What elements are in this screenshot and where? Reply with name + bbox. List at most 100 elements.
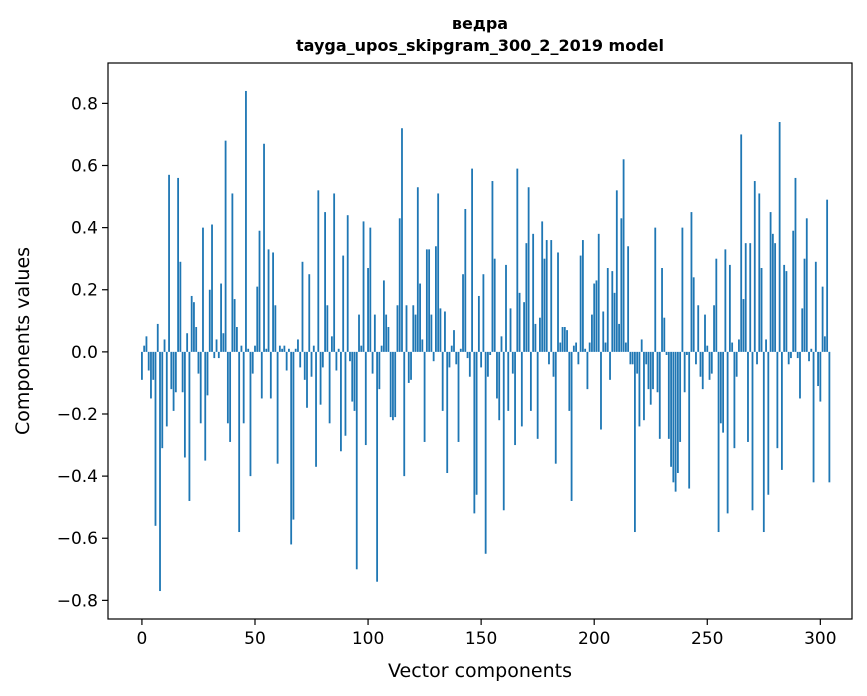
bar xyxy=(471,168,473,352)
bar xyxy=(643,351,645,421)
bar xyxy=(638,351,641,427)
bar xyxy=(602,311,605,352)
x-axis-ticks: 0 50 100 150 200 250 300 xyxy=(137,619,837,649)
bar xyxy=(676,351,679,474)
y-tick-label: −0.2 xyxy=(57,405,98,425)
bar xyxy=(701,351,704,390)
bar xyxy=(403,351,406,477)
bar xyxy=(634,351,636,533)
bar xyxy=(371,351,374,374)
bar xyxy=(762,351,765,533)
bar xyxy=(193,302,195,352)
bar xyxy=(527,187,530,352)
bar xyxy=(726,351,729,514)
bar xyxy=(428,249,431,352)
bar xyxy=(663,317,666,352)
x-tick-label: 0 xyxy=(137,629,148,649)
bar xyxy=(362,221,365,352)
bar xyxy=(796,351,799,359)
bar xyxy=(627,246,630,352)
bar xyxy=(787,351,790,365)
bar xyxy=(794,177,797,352)
bar xyxy=(665,351,668,355)
bar xyxy=(247,348,250,352)
bar xyxy=(290,351,293,545)
bar xyxy=(211,224,213,352)
bar xyxy=(505,264,507,352)
bar xyxy=(288,348,290,352)
bar xyxy=(532,233,535,352)
bar xyxy=(170,351,173,390)
bar xyxy=(624,342,627,352)
bar xyxy=(457,351,460,442)
bar xyxy=(335,351,338,371)
bar xyxy=(473,351,476,514)
bar xyxy=(780,351,783,470)
y-tick-label: −0.8 xyxy=(57,591,98,611)
bar xyxy=(477,295,480,352)
bar xyxy=(753,181,756,352)
bar xyxy=(394,351,397,418)
bar xyxy=(579,255,582,352)
x-axis-label: Vector components xyxy=(388,660,572,682)
bar xyxy=(622,159,625,352)
bar xyxy=(498,351,501,421)
bar xyxy=(783,264,786,352)
bar xyxy=(803,258,806,352)
bar xyxy=(731,342,734,352)
bar xyxy=(744,243,747,352)
bar xyxy=(364,351,367,446)
bar xyxy=(380,345,383,352)
bar xyxy=(606,268,609,352)
bar xyxy=(767,351,770,495)
bar xyxy=(672,351,675,483)
bar xyxy=(774,243,777,352)
bar xyxy=(269,351,272,399)
bar xyxy=(690,212,693,352)
bar xyxy=(529,351,532,411)
bar xyxy=(226,351,229,424)
bar xyxy=(419,283,421,352)
bar xyxy=(147,351,150,371)
bar xyxy=(823,336,826,352)
bar xyxy=(706,345,709,352)
bar xyxy=(245,90,247,352)
bar xyxy=(382,280,385,352)
bar xyxy=(385,314,388,352)
bar xyxy=(376,351,379,582)
bar xyxy=(204,351,207,461)
bar xyxy=(319,351,322,405)
bar xyxy=(437,193,440,352)
bar xyxy=(224,140,227,352)
bar xyxy=(618,323,620,352)
bar xyxy=(455,351,458,365)
bar xyxy=(629,351,632,365)
bar xyxy=(464,208,467,352)
bar xyxy=(165,351,168,427)
bar xyxy=(346,215,349,352)
bar xyxy=(819,351,822,402)
bar xyxy=(222,333,225,352)
bar xyxy=(260,351,263,399)
bar xyxy=(539,317,541,352)
bar xyxy=(324,212,326,352)
bar xyxy=(609,351,611,380)
bar xyxy=(387,327,390,352)
bar xyxy=(812,351,815,483)
bar xyxy=(536,351,539,439)
bar xyxy=(699,351,702,377)
bar xyxy=(548,351,550,365)
y-axis-label: Components values xyxy=(12,247,34,435)
bar xyxy=(310,351,313,377)
bar xyxy=(776,351,779,449)
y-tick-label: −0.6 xyxy=(57,529,98,549)
bar xyxy=(297,339,299,352)
bar xyxy=(805,218,808,352)
bar xyxy=(667,351,670,439)
x-tick-label: 250 xyxy=(691,629,723,649)
y-tick-label: 0.4 xyxy=(71,219,98,239)
bar xyxy=(421,339,424,352)
bar xyxy=(202,227,204,352)
bar xyxy=(154,351,157,526)
